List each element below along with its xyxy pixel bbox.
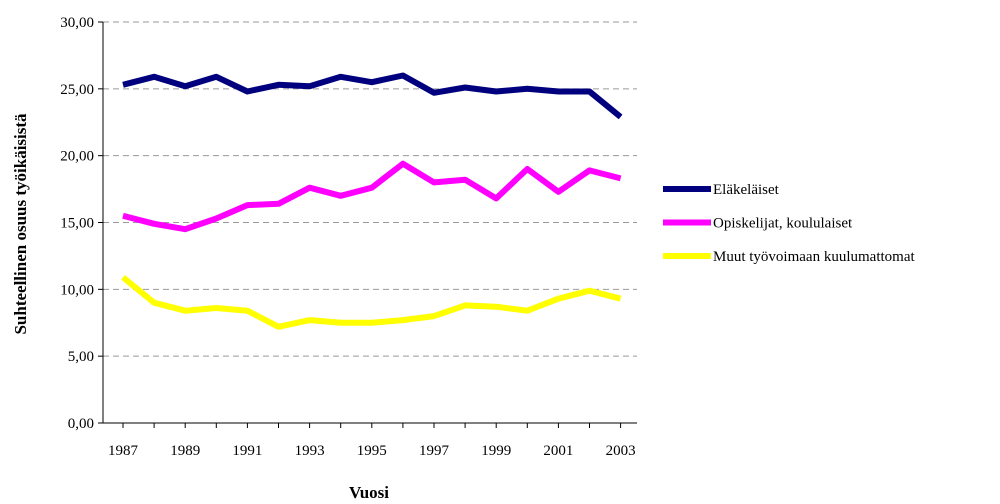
axes xyxy=(98,21,637,428)
legend: Eläkeläiset Opiskelijat, koululaiset Muut … xyxy=(663,182,915,265)
y-tick-label: 0,00 xyxy=(68,416,94,432)
series-line xyxy=(121,274,622,330)
x-tick-label: 1987 xyxy=(108,443,139,459)
legend-label: Muut työvoimaan kuulumattomat xyxy=(713,249,915,265)
y-axis-title: Suhteellinen osuus työikäisistä xyxy=(11,113,30,335)
x-tick-label: 1989 xyxy=(170,443,200,459)
x-tick-label: 1999 xyxy=(481,443,511,459)
x-tick-label: 2001 xyxy=(543,443,573,459)
y-tick-label: 30,00 xyxy=(60,15,94,31)
x-tick-label: 1995 xyxy=(357,443,387,459)
x-tick-label: 1997 xyxy=(419,443,450,459)
x-tick-label: 1993 xyxy=(295,443,325,459)
legend-label: Opiskelijat, koululaiset xyxy=(713,216,853,232)
x-tick-label: 1991 xyxy=(232,443,262,459)
series-lines xyxy=(121,72,623,330)
y-tick-label: 20,00 xyxy=(60,149,94,165)
y-tick-label: 25,00 xyxy=(60,82,94,98)
x-tick-label: 2003 xyxy=(606,443,636,459)
x-axis-title: Vuosi xyxy=(349,483,389,502)
y-tick-label: 5,00 xyxy=(68,349,94,365)
y-tick-label: 15,00 xyxy=(60,216,94,232)
legend-label: Eläkeläiset xyxy=(713,182,780,198)
y-tick-label: 10,00 xyxy=(60,282,94,298)
tick-labels: 0,00 5,00 10,00 15,00 20,00 25,00 30,00 1987 198… xyxy=(60,15,635,459)
series-line xyxy=(122,72,623,120)
series-line xyxy=(122,160,622,233)
